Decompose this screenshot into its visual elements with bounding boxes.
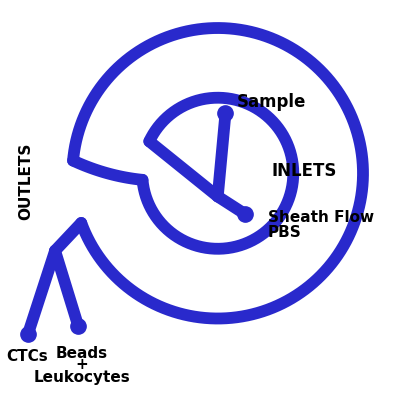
Text: CTCs: CTCs bbox=[6, 349, 48, 364]
Text: OUTLETS: OUTLETS bbox=[18, 142, 34, 220]
Text: PBS: PBS bbox=[268, 225, 302, 240]
Text: Leukocytes: Leukocytes bbox=[34, 370, 130, 385]
Text: +: + bbox=[76, 357, 88, 372]
Text: INLETS: INLETS bbox=[272, 162, 337, 180]
Text: Beads: Beads bbox=[56, 345, 108, 361]
Text: Sample: Sample bbox=[237, 93, 306, 110]
Text: Sheath Flow: Sheath Flow bbox=[268, 210, 374, 225]
